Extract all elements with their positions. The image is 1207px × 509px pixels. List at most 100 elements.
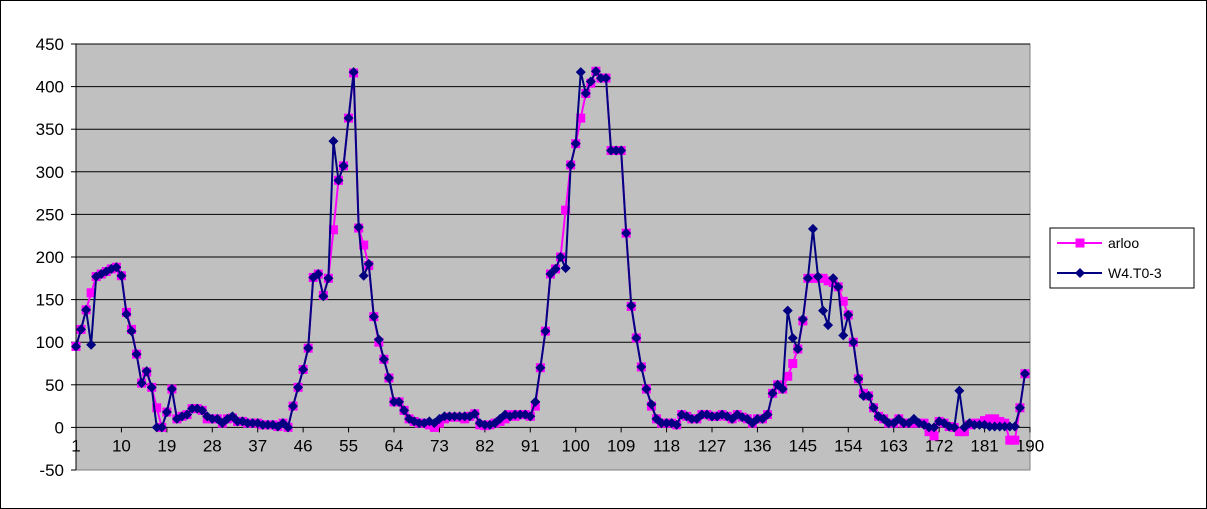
data-point <box>298 364 309 375</box>
data-point <box>686 413 697 424</box>
y-tick-label: 0 <box>55 418 64 437</box>
data-point <box>570 138 581 149</box>
data-point <box>343 113 354 124</box>
data-point <box>843 309 854 320</box>
data-point <box>378 354 389 365</box>
data-point <box>858 390 869 401</box>
data-point <box>984 421 995 432</box>
data-point <box>898 418 909 429</box>
y-tick-label: 350 <box>36 120 64 139</box>
data-point <box>555 252 566 262</box>
data-point <box>641 384 652 395</box>
data-point <box>152 403 162 413</box>
x-tick-label: 145 <box>789 436 817 455</box>
data-point <box>580 88 591 99</box>
data-point <box>187 403 198 414</box>
data-point <box>671 419 682 430</box>
data-point <box>136 378 147 389</box>
data-point <box>141 366 152 377</box>
data-point <box>787 332 798 343</box>
data-point <box>318 291 329 302</box>
data-point <box>818 305 829 316</box>
data-point <box>616 145 627 156</box>
data-point <box>929 431 939 441</box>
data-point <box>833 281 844 292</box>
data-point <box>924 422 935 433</box>
data-point <box>131 349 142 360</box>
data-point <box>479 419 490 430</box>
x-tick-label: 10 <box>112 436 131 455</box>
data-point <box>696 409 707 420</box>
data-point <box>283 422 293 433</box>
data-point <box>111 262 122 273</box>
data-point <box>373 334 384 345</box>
data-point <box>575 67 586 78</box>
y-tick-label: 150 <box>36 291 64 310</box>
data-point <box>576 113 586 123</box>
x-tick-label: 73 <box>430 436 449 455</box>
y-tick-label: 300 <box>36 163 64 182</box>
legend-marker <box>1075 238 1085 248</box>
data-point <box>813 271 823 282</box>
data-point <box>197 405 208 416</box>
x-tick-label: 46 <box>294 436 313 455</box>
data-point <box>161 407 172 418</box>
data-point <box>535 362 546 373</box>
data-point <box>985 414 995 424</box>
data-point <box>86 339 97 350</box>
x-tick-label: 190 <box>1016 436 1044 455</box>
x-axis-ticks: 1 10 19 28 37 46 55 64 73 82 91 100 109 118 127 136 145 1… <box>71 427 1044 455</box>
data-point <box>797 314 808 325</box>
y-tick-label: 250 <box>36 205 64 224</box>
x-tick-label: 172 <box>925 436 953 455</box>
data-point <box>611 145 622 156</box>
data-point <box>545 269 556 280</box>
data-point <box>788 359 798 368</box>
legend-label: W4.T0-3 <box>1108 265 1162 281</box>
data-point <box>454 411 465 422</box>
data-point <box>838 330 849 341</box>
data-point <box>828 273 839 284</box>
data-point <box>560 263 571 274</box>
y-tick-label: 100 <box>36 333 64 352</box>
y-tick-label: 50 <box>45 376 64 395</box>
data-point <box>444 411 455 422</box>
data-point <box>636 361 647 372</box>
data-point <box>777 384 788 395</box>
data-point <box>303 343 314 354</box>
data-point <box>383 372 394 383</box>
data-point <box>808 273 818 283</box>
data-point <box>358 270 369 281</box>
data-point <box>807 223 818 234</box>
data-point <box>338 160 349 171</box>
data-point <box>1010 435 1020 445</box>
legend-label: arloo <box>1108 235 1139 251</box>
data-point <box>767 388 778 399</box>
data-point <box>389 396 399 407</box>
data-point <box>359 240 369 250</box>
data-point <box>565 159 576 170</box>
data-point <box>868 402 879 413</box>
data-point <box>1014 402 1025 413</box>
data-point <box>818 273 828 283</box>
data-point <box>232 416 243 427</box>
legend-marker <box>1075 268 1085 278</box>
data-point <box>656 418 667 429</box>
x-tick-label: 154 <box>834 436 862 455</box>
data-point <box>540 326 551 337</box>
legend-box <box>1049 227 1195 289</box>
data-point <box>994 421 1005 432</box>
data-point <box>752 413 763 424</box>
data-point <box>262 419 273 430</box>
data-point <box>990 414 1000 424</box>
y-tick-label: 400 <box>36 78 64 97</box>
x-tick-label: 127 <box>698 436 726 455</box>
data-point <box>525 411 536 422</box>
data-point <box>631 332 642 343</box>
data-point <box>802 273 813 284</box>
data-point <box>207 413 218 424</box>
data-point <box>328 136 339 147</box>
data-point <box>313 269 324 280</box>
data-point <box>783 371 793 381</box>
